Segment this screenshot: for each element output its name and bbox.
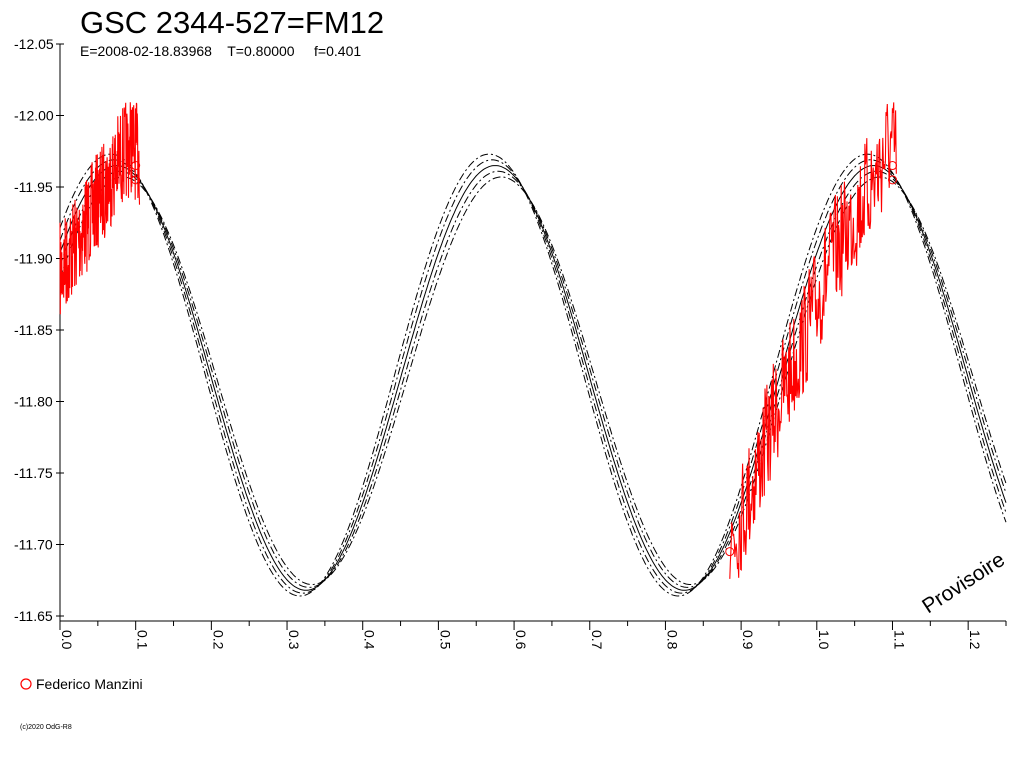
y-tick-label: -11.65 bbox=[14, 608, 53, 624]
observation-point bbox=[725, 547, 735, 557]
legend-marker-icon bbox=[20, 678, 32, 690]
y-tick-label: -11.80 bbox=[14, 394, 53, 410]
x-tick-label: 0.0 bbox=[59, 630, 75, 650]
observation-trace bbox=[729, 102, 897, 579]
axes bbox=[59, 44, 1006, 622]
model-curve bbox=[59, 153, 1007, 597]
x-tick-label: 0.4 bbox=[362, 630, 378, 650]
legend-label: Federico Manzini bbox=[36, 676, 143, 692]
x-tick-label: 1.2 bbox=[967, 630, 983, 650]
x-ticks: 0.0 0.1 0.2 0.3 0.4 0.5 0.6 0.7 0.8 0.9 1.0 1.1 1.2 bbox=[59, 621, 1007, 650]
y-tick-label: -11.95 bbox=[14, 179, 53, 195]
y-tick-label: -12.00 bbox=[14, 108, 54, 124]
model-curve bbox=[59, 159, 1007, 594]
x-tick-label: 0.2 bbox=[210, 630, 226, 650]
y-tick-label: -11.85 bbox=[14, 322, 53, 338]
x-tick-label: 0.3 bbox=[286, 630, 302, 650]
x-tick-label: 0.1 bbox=[135, 630, 151, 650]
model-curves bbox=[59, 153, 1007, 597]
y-tick-label: -11.90 bbox=[14, 251, 53, 267]
x-tick-label: 0.7 bbox=[589, 630, 605, 650]
y-tick-label: -12.05 bbox=[14, 36, 54, 52]
y-tick-label: -11.75 bbox=[14, 465, 53, 481]
observation-point bbox=[887, 175, 897, 185]
observations bbox=[59, 102, 897, 579]
x-tick-label: 1.1 bbox=[891, 630, 907, 650]
x-tick-label: 0.5 bbox=[437, 630, 453, 650]
observation-point bbox=[131, 175, 141, 185]
copyright-text: (c)2020 OdG-R8 bbox=[20, 724, 72, 731]
legend: Federico Manzini bbox=[20, 676, 143, 692]
provisional-watermark: Provisoire bbox=[918, 548, 1009, 618]
y-tick-label: -11.70 bbox=[14, 537, 53, 553]
observation-trace bbox=[59, 102, 141, 315]
chart-subtitle: E=2008-02-18.83968 T=0.80000 f=0.401 bbox=[80, 43, 361, 59]
observation-point bbox=[887, 161, 897, 171]
chart-title: GSC 2344-527=FM12 bbox=[80, 5, 384, 40]
x-tick-label: 0.8 bbox=[664, 630, 680, 650]
model-curve bbox=[59, 176, 1007, 585]
x-tick-label: 0.6 bbox=[513, 630, 529, 650]
x-tick-label: 0.9 bbox=[740, 630, 756, 650]
y-ticks: -12.05 -12.00 -11.95 -11.90 -11.85 -11.80 -11.… bbox=[14, 36, 64, 624]
plot-area bbox=[59, 102, 1007, 597]
x-tick-label: 1.0 bbox=[816, 630, 832, 650]
observation-point bbox=[131, 161, 141, 171]
